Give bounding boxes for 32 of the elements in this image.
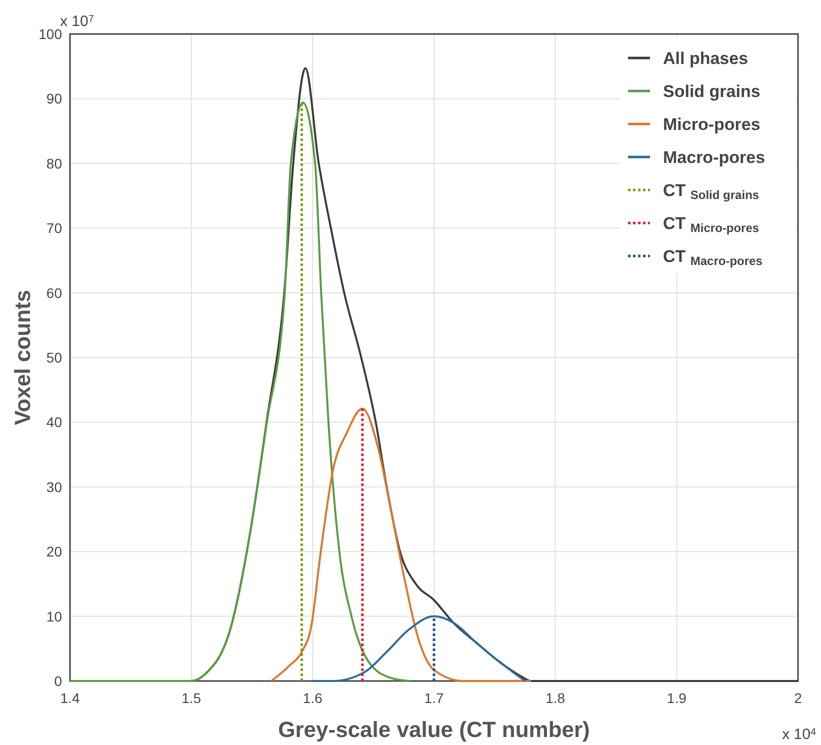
- x-tick-label: 1.4: [60, 690, 80, 706]
- y-tick-label: 70: [46, 220, 62, 236]
- x-tick-label: 1.8: [546, 690, 566, 706]
- legend-label: All phases: [663, 49, 748, 68]
- y-tick-label: 50: [46, 350, 62, 366]
- y-tick-label: 90: [46, 90, 62, 107]
- y-tick-label: 30: [46, 478, 62, 495]
- x-tick-label: 1.6: [302, 690, 323, 706]
- y-tick-label: 10: [46, 608, 62, 624]
- y-tick-label: 40: [46, 414, 62, 430]
- legend-label: CT $_{Macro-pores}$: [663, 247, 763, 268]
- line-series: [312, 615, 526, 682]
- x-tick-label: 1.7: [424, 690, 444, 706]
- y-tick-label: 20: [46, 544, 62, 560]
- x-tick-label: 1.5: [182, 690, 202, 706]
- x-axis-title: Grey-scale value (CT number): [278, 717, 590, 742]
- legend-label: Macro-pores: [663, 148, 766, 167]
- legend-label: CT $_{Solid grains}$: [663, 181, 760, 202]
- y-tick-label: 100: [38, 26, 62, 42]
- legend-label: Solid grains: [663, 82, 760, 101]
- y-axis-title: Voxel counts: [10, 290, 35, 426]
- line-series: [270, 408, 532, 682]
- y-tick-label: 80: [46, 155, 62, 172]
- legend-label: Micro-pores: [663, 115, 760, 134]
- x-tick-label: 1.9: [666, 690, 687, 706]
- text: x 10$^{7}$: [60, 13, 94, 30]
- y-tick-label: 60: [46, 284, 62, 301]
- y-tick-label: 0: [54, 673, 62, 689]
- text: x 10$^{4}$: [782, 726, 816, 743]
- line-series: [69, 102, 411, 682]
- x-tick-label: 2: [794, 690, 802, 706]
- legend-label: CT $_{Micro-pores}$: [663, 214, 760, 235]
